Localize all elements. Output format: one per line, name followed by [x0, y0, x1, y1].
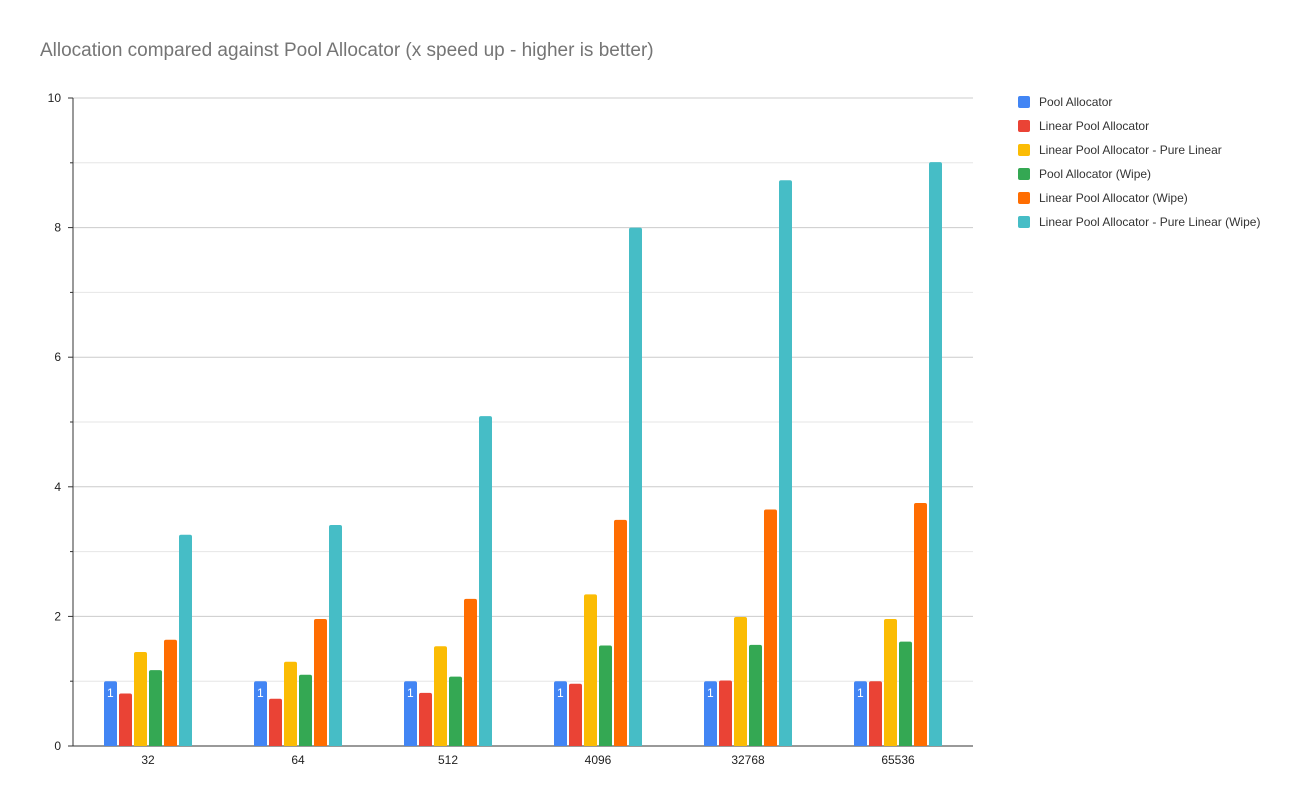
bar: [704, 681, 717, 746]
y-tick-label: 0: [54, 739, 61, 753]
bar: [719, 680, 732, 746]
bar: [119, 693, 132, 746]
axes: [68, 97, 973, 747]
legend-swatch: [1018, 192, 1030, 204]
bar: [629, 227, 642, 747]
legend-label: Linear Pool Allocator (Wipe): [1039, 191, 1188, 205]
legend-item: Linear Pool Allocator - Pure Linear: [1018, 138, 1260, 162]
bar: [914, 503, 927, 746]
legend-item: Linear Pool Allocator - Pure Linear (Wip…: [1018, 210, 1260, 234]
bar: [419, 692, 432, 746]
legend-item: Pool Allocator (Wipe): [1018, 162, 1260, 186]
bar: [329, 525, 342, 746]
bar: [134, 652, 147, 746]
bar: [104, 681, 117, 746]
y-tick-label: 2: [54, 609, 61, 623]
bar: [599, 645, 612, 746]
tick-labels: 0 2 4 6 8 10 1 32 1 64 1 512 1 4096 1 32768 1 65536: [48, 91, 915, 767]
legend-label: Pool Allocator: [1039, 95, 1113, 109]
x-tick-label: 32768: [731, 753, 765, 767]
legend-swatch: [1018, 96, 1030, 108]
legend-swatch: [1018, 144, 1030, 156]
legend-swatch: [1018, 120, 1030, 132]
bar: [254, 681, 267, 746]
bar-data-label: 1: [407, 686, 414, 700]
bar: [899, 641, 912, 746]
bar: [584, 594, 597, 746]
x-tick-label: 4096: [585, 753, 612, 767]
bar: [299, 674, 312, 746]
y-tick-label: 6: [54, 350, 61, 364]
x-tick-label: 64: [291, 753, 305, 767]
bar: [314, 618, 327, 746]
bar: [884, 618, 897, 746]
bar: [764, 509, 777, 746]
bar: [479, 416, 492, 746]
chart-title: Allocation compared against Pool Allocat…: [40, 40, 654, 61]
bar: [404, 681, 417, 746]
bar: [284, 661, 297, 746]
bar: [869, 681, 882, 746]
bar-data-label: 1: [257, 686, 264, 700]
bar-data-label: 1: [557, 686, 564, 700]
bar: [569, 683, 582, 746]
x-tick-label: 65536: [881, 753, 915, 767]
legend-label: Pool Allocator (Wipe): [1039, 167, 1152, 181]
legend-swatch: [1018, 168, 1030, 180]
bar: [449, 676, 462, 746]
bar: [179, 534, 192, 746]
legend-swatch: [1018, 216, 1030, 228]
legend-label: Linear Pool Allocator - Pure Linear (Wip…: [1039, 215, 1261, 229]
y-tick-label: 10: [48, 91, 62, 105]
bar: [614, 519, 627, 746]
bar: [434, 646, 447, 746]
bar: [464, 598, 477, 746]
y-tick-label: 8: [54, 221, 61, 235]
legend-item: Linear Pool Allocator (Wipe): [1018, 186, 1260, 210]
bars: [104, 162, 942, 747]
y-tick-label: 4: [54, 480, 61, 494]
bar: [734, 617, 747, 746]
legend-label: Linear Pool Allocator - Pure Linear: [1039, 143, 1222, 157]
bar-data-label: 1: [857, 686, 864, 700]
bar: [269, 698, 282, 746]
legend-label: Linear Pool Allocator: [1039, 119, 1150, 133]
grid-lines: [73, 97, 973, 682]
bar: [779, 180, 792, 746]
legend-item: Pool Allocator: [1018, 90, 1260, 114]
bar: [854, 681, 867, 746]
x-tick-label: 512: [438, 753, 458, 767]
bar: [164, 639, 177, 746]
bar: [749, 644, 762, 746]
bar-data-label: 1: [707, 686, 714, 700]
bar: [929, 162, 942, 747]
chart-plot-area: 0 2 4 6 8 10 1 32 1 64 1 512 1 4096 1 32768 1 65536: [48, 91, 973, 767]
legend-item: Linear Pool Allocator: [1018, 114, 1260, 138]
legend: Pool Allocator Linear Pool Allocator Linea…: [1018, 90, 1260, 234]
bar: [149, 670, 162, 746]
bar-data-label: 1: [107, 686, 114, 700]
bar: [554, 681, 567, 746]
x-tick-label: 32: [141, 753, 155, 767]
